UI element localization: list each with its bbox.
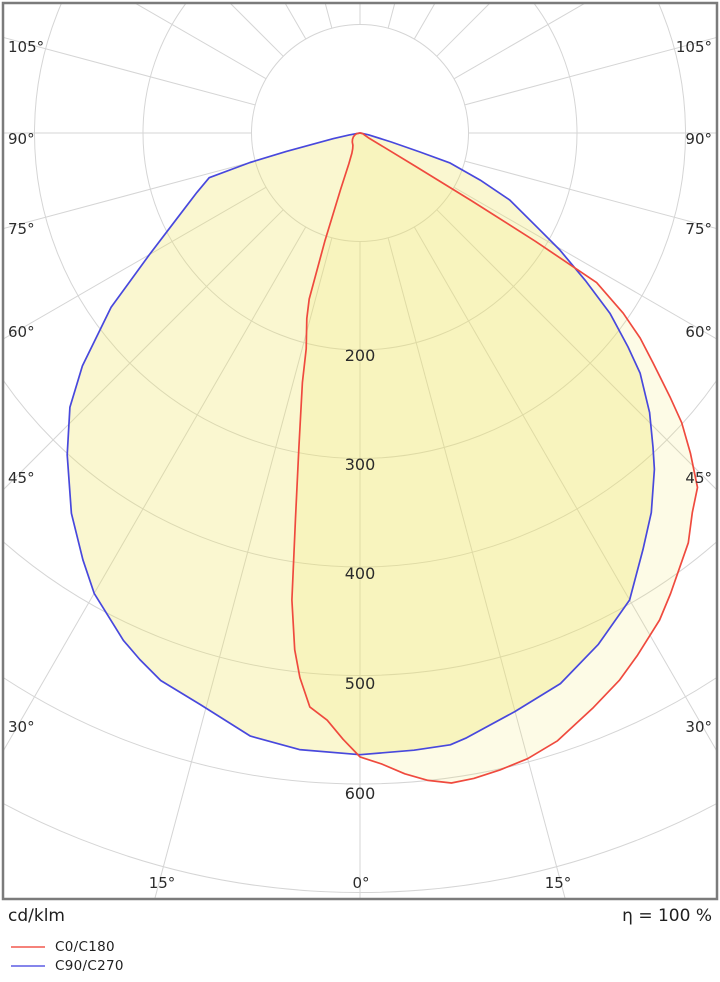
grid-spoke [413,226,716,751]
ring-value-label: 600 [345,784,376,803]
angle-label: 0° [352,874,369,892]
legend-label-c90-c270: C90/C270 [55,957,124,974]
grid-spoke [464,37,716,106]
unit-label: cd/klm [8,906,65,926]
angle-label: 45° [8,469,35,487]
angle-label: 60° [8,323,35,341]
legend: C0/C180 C90/C270 [0,926,720,975]
legend-label-c0-c180: C0/C180 [55,938,115,955]
series-curve-c0-c180 [291,132,699,784]
angle-label: 15° [149,874,176,892]
grid-spoke [4,186,267,340]
grid-spoke [4,160,256,229]
efficiency-value: η = 100 % [622,906,712,926]
ring-value-label: 400 [345,564,376,583]
grid-spoke [4,226,307,751]
angle-label: 15° [545,874,572,892]
plot-frame [1,1,719,901]
legend-item-c0-c180: C0/C180 [11,937,720,956]
series-fill-c90-c270 [67,133,655,755]
grid-spoke [154,237,333,898]
grid-spoke [387,237,566,898]
angle-label: 45° [685,469,712,487]
ring-value-label: 500 [345,674,376,693]
angle-label: 30° [8,718,35,736]
plot-area [4,4,716,898]
grid-spoke [453,186,716,340]
ring-value-label: 300 [345,455,376,474]
angle-label: 105° [8,38,44,56]
polar-chart: 200 300 400 500 600 105° 90° 75° 60° 45° 30° 15° 0° 1… [0,0,720,902]
angle-label: 60° [685,323,712,341]
legend-item-c90-c270: C90/C270 [11,956,720,975]
grid-spoke [4,37,256,106]
legend-swatch-blue [11,964,45,967]
grid-spoke [464,160,716,229]
ring-value-label: 200 [345,346,376,365]
angle-label: 90° [685,130,712,148]
grid-spoke [4,209,284,490]
chart-footer: cd/klm η = 100 % C0/C180 C90/C270 [0,902,720,982]
legend-swatch-red [11,945,45,948]
footer-top-row: cd/klm η = 100 % [0,902,720,926]
angle-label: 75° [8,220,35,238]
angle-label: 90° [8,130,35,148]
series-curve-c90-c270 [66,132,656,756]
angle-label: 105° [676,38,712,56]
angle-label: 75° [685,220,712,238]
angle-label: 30° [685,718,712,736]
grid-spoke [436,209,716,490]
